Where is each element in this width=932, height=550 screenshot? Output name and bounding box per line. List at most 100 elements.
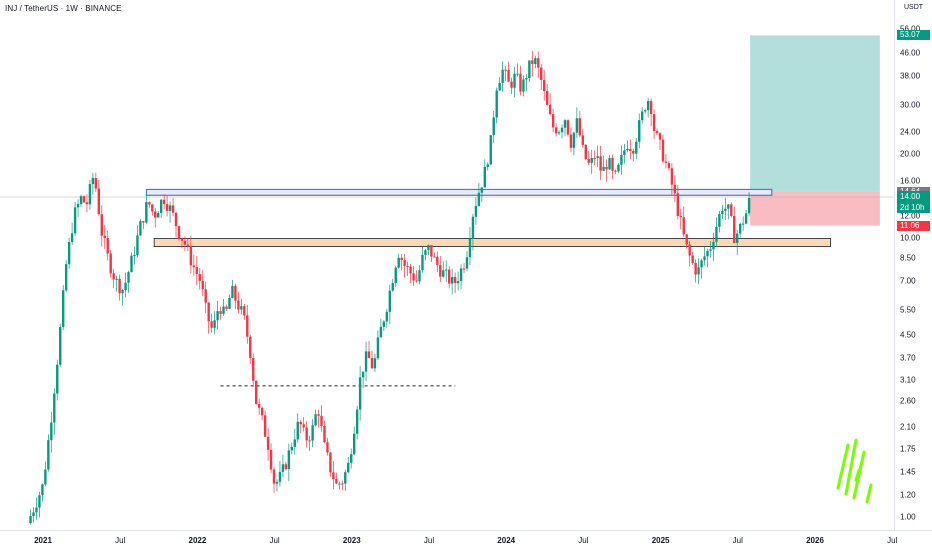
candle-body xyxy=(453,277,457,284)
candle-body xyxy=(67,242,71,265)
candle-body xyxy=(638,120,641,142)
time-tick-label: Jul xyxy=(423,536,435,545)
candle-body xyxy=(554,127,558,134)
candle-body xyxy=(41,484,44,496)
candle-body xyxy=(148,202,151,205)
price-tick-label: 2.60 xyxy=(900,396,916,406)
candle-body xyxy=(445,269,448,271)
candle-body xyxy=(424,250,427,255)
price-tick-label: 12.00 xyxy=(900,211,921,221)
stop-price-tag: 11.06 xyxy=(897,220,930,231)
candle-body xyxy=(314,414,317,426)
candle-body xyxy=(744,213,748,224)
price-tick-label: 1.75 xyxy=(900,444,916,454)
candle-body xyxy=(338,483,341,485)
candle-body xyxy=(139,221,142,236)
candle-body xyxy=(299,421,302,425)
candle-body xyxy=(673,184,677,194)
candle-body xyxy=(643,110,647,112)
candle-body xyxy=(676,193,680,216)
candle-body xyxy=(587,158,590,163)
candle-body xyxy=(400,257,403,261)
candle-body xyxy=(525,77,528,80)
candle-body xyxy=(162,199,166,205)
price-tick-label: 8.50 xyxy=(900,253,916,262)
candle-body xyxy=(97,188,101,215)
candle-body xyxy=(661,139,665,162)
candle-body xyxy=(572,132,576,148)
candle-body xyxy=(332,472,335,480)
candle-body xyxy=(186,244,190,246)
candle-body xyxy=(237,300,240,310)
candle-body xyxy=(151,204,154,212)
candle-body xyxy=(418,270,421,282)
candle-body xyxy=(664,161,668,163)
candle-body xyxy=(513,73,516,88)
candle-body xyxy=(213,320,216,328)
target-zone xyxy=(750,35,880,192)
candle-body xyxy=(721,210,724,214)
candle-body xyxy=(204,289,207,303)
logo-mark xyxy=(836,443,850,490)
candle-body xyxy=(439,265,442,277)
candle-body xyxy=(335,479,338,484)
candle-body xyxy=(504,69,507,71)
candle-body xyxy=(305,427,308,441)
candle-body xyxy=(59,327,62,365)
chart-title: INJ / TetherUS · 1W · BINANCE xyxy=(5,4,122,13)
candle-body xyxy=(260,407,264,416)
candle-body xyxy=(159,199,163,213)
price-tick-label: 20.00 xyxy=(900,149,921,159)
candle-body xyxy=(198,273,201,281)
candle-body xyxy=(566,120,570,135)
candle-body xyxy=(284,464,288,469)
current-price-value: 14.00 xyxy=(900,192,921,201)
candle-body xyxy=(718,213,721,227)
candle-body xyxy=(195,267,199,274)
candle-body xyxy=(32,512,35,517)
price-tick-label: 3.10 xyxy=(900,375,916,385)
candle-body xyxy=(489,135,492,165)
candle-body xyxy=(154,211,157,218)
candle-body xyxy=(584,144,587,159)
support-zone xyxy=(153,238,831,247)
candle-body xyxy=(394,267,397,284)
candle-body xyxy=(534,58,537,64)
candle-body xyxy=(127,272,130,283)
candle-body xyxy=(174,212,178,227)
candle-body xyxy=(352,433,356,455)
candle-body xyxy=(652,114,656,132)
candle-body xyxy=(433,256,436,258)
candle-body xyxy=(263,415,267,437)
candle-body xyxy=(180,238,184,241)
candle-body xyxy=(412,273,415,281)
candle-body xyxy=(655,131,659,134)
candle-body xyxy=(296,421,299,440)
candle-body xyxy=(56,364,59,394)
candle-body xyxy=(632,151,635,154)
candle-body xyxy=(183,240,187,245)
candle-body xyxy=(106,238,109,254)
currency-label: USDT xyxy=(904,4,924,11)
candle-body xyxy=(177,226,181,239)
candle-body xyxy=(667,162,671,169)
candle-body xyxy=(397,257,400,268)
candle-body xyxy=(483,167,487,188)
candle-body xyxy=(480,187,484,193)
candle-body xyxy=(364,351,368,372)
price-tick-label: 46.00 xyxy=(900,48,921,58)
price-tick-label: 1.45 xyxy=(900,467,916,477)
time-tick-label: Jul xyxy=(887,536,898,545)
candle-body xyxy=(391,283,394,291)
candle-body xyxy=(620,155,623,165)
candle-body xyxy=(145,202,148,223)
candle-body xyxy=(593,157,596,159)
candle-body xyxy=(519,73,522,92)
candle-body xyxy=(329,452,332,473)
candle-body xyxy=(290,446,294,451)
candle-body xyxy=(219,311,222,314)
candle-body xyxy=(406,265,409,267)
candle-body xyxy=(507,69,510,82)
